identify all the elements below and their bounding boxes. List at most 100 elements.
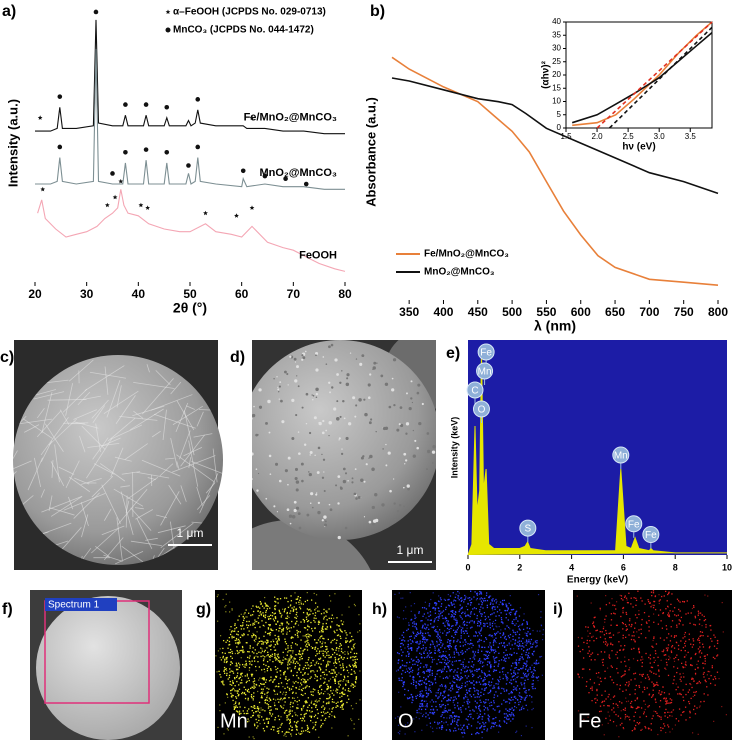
map-dot [600, 681, 601, 682]
map-dot [659, 716, 660, 717]
x-tick-label: 450 [468, 305, 488, 319]
map-dot [289, 660, 290, 661]
map-dot [461, 629, 462, 630]
map-dot [425, 716, 426, 717]
map-dot [307, 727, 308, 728]
map-dot [521, 641, 522, 642]
map-dot [480, 702, 481, 703]
map-dot [531, 696, 532, 697]
map-dot [448, 620, 449, 621]
map-dot [420, 703, 421, 704]
map-dot [459, 599, 460, 600]
map-dot [623, 635, 624, 636]
map-dot [452, 657, 453, 658]
grain [356, 358, 357, 359]
map-dot [636, 708, 637, 709]
map-dot [241, 682, 242, 683]
map-dot [609, 654, 610, 655]
map-dot [293, 609, 294, 610]
map-dot [621, 595, 622, 596]
map-dot [514, 706, 515, 707]
map-dot [328, 701, 329, 702]
grain [325, 430, 327, 432]
map-dot [432, 683, 433, 684]
map-dot [431, 691, 432, 692]
map-dot [460, 678, 461, 679]
map-dot [251, 608, 252, 609]
map-dot [394, 594, 395, 595]
map-dot [503, 688, 504, 689]
map-dot [440, 647, 441, 648]
map-dot [526, 642, 527, 643]
map-dot [265, 682, 266, 683]
map-dot [333, 702, 334, 703]
map-dot [334, 717, 335, 718]
map-dot [526, 705, 527, 706]
map-dot [402, 665, 403, 666]
map-dot [327, 693, 328, 694]
map-dot [620, 718, 621, 719]
map-dot [443, 712, 444, 713]
map-dot [247, 674, 248, 675]
map-dot [259, 641, 260, 642]
map-dot [408, 654, 409, 655]
map-dot [470, 640, 471, 641]
map-dot [308, 636, 309, 637]
map-dot [507, 610, 508, 611]
map-dot [478, 621, 479, 622]
map-dot [523, 613, 524, 614]
map-dot [462, 727, 463, 728]
map-dot [285, 658, 286, 659]
map-dot [257, 710, 258, 711]
grain [403, 506, 405, 508]
map-dot [273, 690, 274, 691]
map-dot [256, 653, 257, 654]
map-dot [341, 614, 342, 615]
map-dot [642, 659, 643, 660]
map-dot [510, 634, 511, 635]
map-dot [447, 628, 448, 629]
map-dot [608, 694, 609, 695]
map-dot [602, 631, 603, 632]
map-dot [443, 704, 444, 705]
map-dot [352, 665, 353, 666]
map-dot [305, 693, 306, 694]
map-dot [440, 692, 441, 693]
map-dot [662, 628, 663, 629]
map-dot [455, 630, 456, 631]
grain [276, 376, 277, 377]
map-dot [629, 618, 630, 619]
map-dot [442, 695, 443, 696]
map-dot [286, 683, 287, 684]
map-dot [505, 610, 506, 611]
map-dot [236, 638, 237, 639]
map-dot [287, 715, 288, 716]
map-dot [477, 623, 478, 624]
map-dot [636, 685, 637, 686]
map-dot [439, 614, 440, 615]
map-dot [635, 673, 636, 674]
map-dot [532, 684, 533, 685]
map-dot [528, 673, 529, 674]
map-dot [470, 682, 471, 683]
map-dot [417, 632, 418, 633]
map-dot [465, 641, 466, 642]
map-dot [701, 652, 702, 653]
map-dot [304, 720, 305, 721]
map-dot [494, 658, 495, 659]
map-dot [321, 712, 322, 713]
map-dot [714, 658, 715, 659]
map-dot [611, 665, 612, 666]
map-dot [615, 714, 616, 715]
map-dot [610, 699, 611, 700]
map-dot [495, 642, 496, 643]
map-dot [473, 664, 474, 665]
map-dot [482, 680, 483, 681]
map-dot [302, 653, 303, 654]
map-dot [315, 612, 316, 613]
map-dot [473, 680, 474, 681]
map-dot [427, 639, 428, 640]
map-dot [473, 674, 474, 675]
map-dot [510, 640, 511, 641]
map-dot [290, 661, 291, 662]
